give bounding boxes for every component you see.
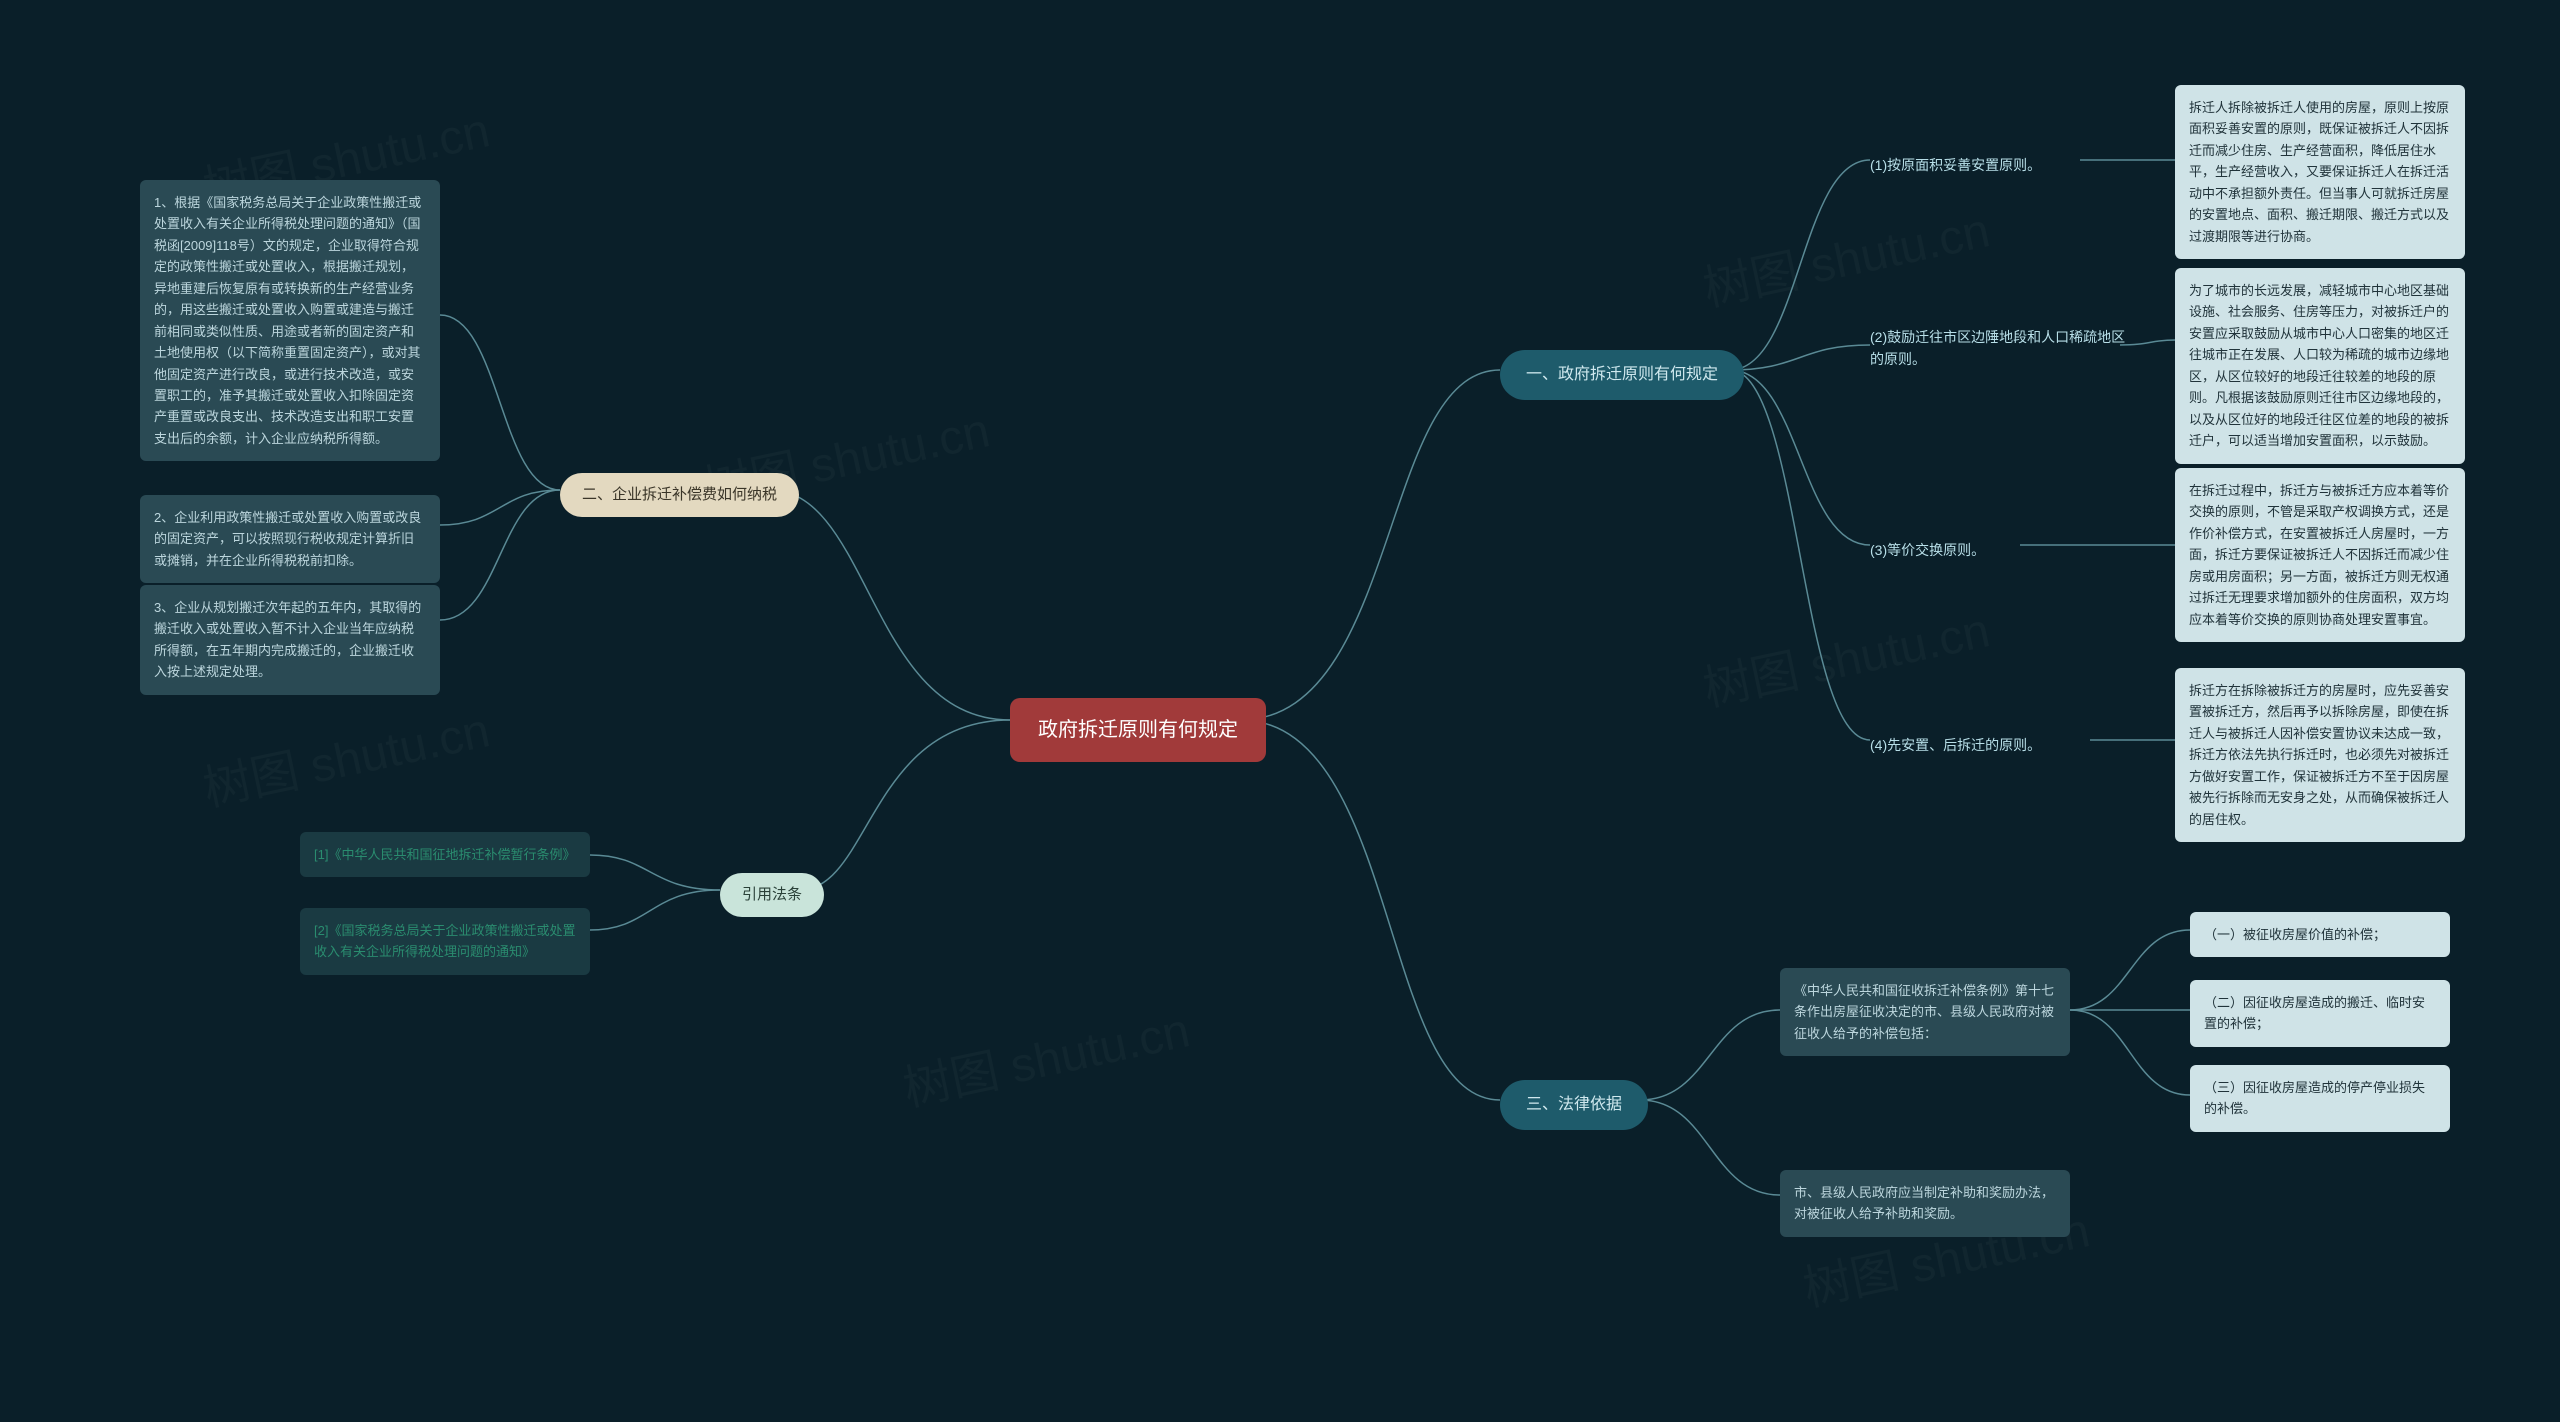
watermark: 树图 shutu.cn (896, 991, 1195, 1120)
s1-sub3-body: 在拆迁过程中，拆迁方与被拆迁方应本着等价交换的原则，不管是采取产权调换方式，还是… (2175, 468, 2465, 642)
watermark: 树图 shutu.cn (1696, 591, 1995, 720)
s1-sub1-title[interactable]: (1)按原面积妥善安置原则。 (1870, 148, 2080, 182)
citation-2: [2]《国家税务总局关于企业政策性搬迁或处置收入有关企业所得税处理问题的通知》 (300, 908, 590, 975)
s1-sub1-body: 拆迁人拆除被拆迁人使用的房屋，原则上按原面积妥善安置的原则，既保证被拆迁人不因拆… (2175, 85, 2465, 259)
watermark: 树图 shutu.cn (196, 691, 495, 820)
s1-sub2-title[interactable]: (2)鼓励迁往市区边陲地段和人口稀疏地区的原则。 (1870, 320, 2130, 377)
s1-sub3-title[interactable]: (3)等价交换原则。 (1870, 533, 2020, 567)
s2-item1: 1、根据《国家税务总局关于企业政策性搬迁或处置收入有关企业所得税处理问题的通知》… (140, 180, 440, 461)
s3-item1-sub1: （一）被征收房屋价值的补偿； (2190, 912, 2450, 957)
s3-item1-heading: 《中华人民共和国征收拆迁补偿条例》第十七条作出房屋征收决定的市、县级人民政府对被… (1780, 968, 2070, 1056)
s1-sub4-body: 拆迁方在拆除被拆迁方的房屋时，应先妥善安置被拆迁方，然后再予以拆除房屋，即使在拆… (2175, 668, 2465, 842)
s2-item2: 2、企业利用政策性搬迁或处置收入购置或改良的固定资产，可以按照现行税收规定计算折… (140, 495, 440, 583)
watermark: 树图 shutu.cn (1696, 191, 1995, 320)
root-node[interactable]: 政府拆迁原则有何规定 (1010, 698, 1266, 762)
branch-section3[interactable]: 三、法律依据 (1500, 1080, 1648, 1130)
s2-item3: 3、企业从规划搬迁次年起的五年内，其取得的搬迁收入或处置收入暂不计入企业当年应纳… (140, 585, 440, 695)
s1-sub2-body: 为了城市的长远发展，减轻城市中心地区基础设施、社会服务、住房等压力，对被拆迁户的… (2175, 268, 2465, 464)
branch-section2[interactable]: 二、企业拆迁补偿费如何纳税 (560, 473, 799, 517)
branch-citations[interactable]: 引用法条 (720, 873, 824, 917)
citation-1: [1]《中华人民共和国征地拆迁补偿暂行条例》 (300, 832, 590, 877)
s1-sub4-title[interactable]: (4)先安置、后拆迁的原则。 (1870, 728, 2090, 762)
s3-item2: 市、县级人民政府应当制定补助和奖励办法，对被征收人给予补助和奖励。 (1780, 1170, 2070, 1237)
branch-section1[interactable]: 一、政府拆迁原则有何规定 (1500, 350, 1744, 400)
s3-item1-sub2: （二）因征收房屋造成的搬迁、临时安置的补偿； (2190, 980, 2450, 1047)
s3-item1-sub3: （三）因征收房屋造成的停产停业损失的补偿。 (2190, 1065, 2450, 1132)
